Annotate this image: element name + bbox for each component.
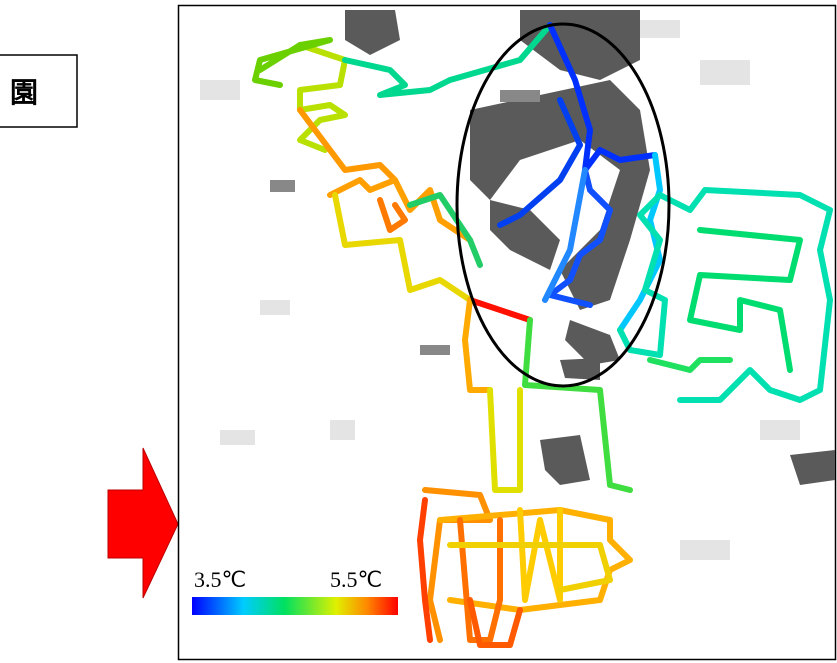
color-bar-max-label: 5.5℃ (330, 567, 382, 592)
color-bar-min-label: 3.5℃ (194, 567, 246, 592)
page: 園 (0, 0, 837, 663)
arrow (108, 448, 178, 598)
figure: 園 (0, 0, 837, 663)
label-text: 園 (10, 76, 38, 109)
color-bar (192, 597, 398, 615)
